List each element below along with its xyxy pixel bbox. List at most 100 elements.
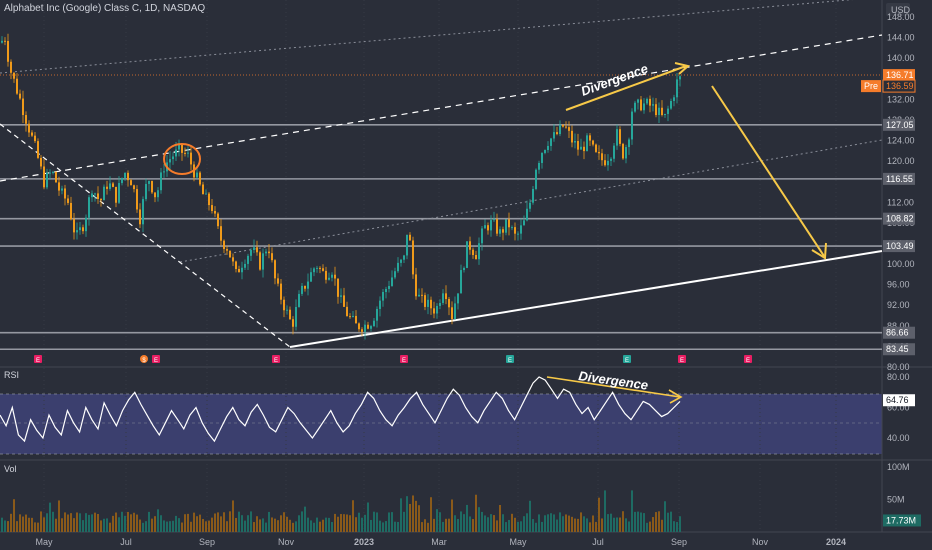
volume-bar bbox=[529, 500, 531, 532]
time-axis[interactable]: May Jul Sep Nov 2023 Mar May Jul Sep Nov 2024 bbox=[35, 537, 846, 547]
event-marker[interactable] bbox=[506, 355, 514, 363]
volume-bar bbox=[139, 519, 141, 532]
volume-bar bbox=[184, 514, 186, 532]
volume-bar bbox=[223, 512, 225, 532]
candle-body bbox=[475, 255, 477, 260]
event-markers[interactable]: E $ E E E E E E E bbox=[34, 355, 752, 364]
currency-box[interactable] bbox=[886, 3, 910, 16]
candle-body bbox=[532, 188, 534, 203]
candle-body bbox=[622, 143, 624, 159]
candle-body bbox=[484, 225, 486, 229]
candle-body bbox=[607, 160, 609, 166]
volume-bar bbox=[352, 500, 354, 532]
candle-body bbox=[355, 315, 357, 324]
candle-body bbox=[286, 309, 288, 311]
level-price-label: 116.55 bbox=[886, 174, 913, 184]
support-trend-line[interactable] bbox=[289, 250, 883, 348]
volume-bar bbox=[514, 517, 516, 532]
trend-lines bbox=[0, 0, 883, 348]
volume-bar bbox=[79, 513, 81, 532]
candle-body bbox=[109, 183, 111, 189]
volume-bar bbox=[364, 514, 366, 532]
forecast-arrow[interactable] bbox=[711, 85, 827, 260]
candle-body bbox=[25, 115, 27, 124]
candle-body bbox=[133, 185, 135, 190]
downtrend-dashed-line[interactable] bbox=[0, 123, 291, 348]
candle-body bbox=[556, 132, 558, 135]
volume-bar bbox=[292, 522, 294, 532]
currency-label[interactable]: USD bbox=[891, 5, 911, 15]
rsi-band bbox=[0, 394, 882, 454]
volume-bar bbox=[253, 522, 255, 532]
candle-body bbox=[298, 293, 300, 307]
candle-body bbox=[43, 166, 45, 188]
rsi-axis[interactable]: 40.00 60.00 80.00 64.76 bbox=[883, 372, 915, 443]
candle-body bbox=[112, 183, 114, 187]
vertical-grid bbox=[43, 0, 837, 532]
candle-body bbox=[487, 225, 489, 231]
volume-bar bbox=[526, 513, 528, 532]
candle-body bbox=[67, 198, 69, 203]
candle-body bbox=[127, 172, 129, 181]
volume-bar bbox=[580, 512, 582, 532]
volume-bar bbox=[298, 515, 300, 532]
volume-bar bbox=[487, 517, 489, 532]
event-marker[interactable] bbox=[400, 355, 408, 363]
volume-bar bbox=[103, 518, 105, 532]
volume-bar bbox=[7, 521, 9, 532]
candle-body bbox=[244, 263, 246, 268]
middle-dotted-channel[interactable] bbox=[179, 139, 883, 263]
level-price-label: 108.82 bbox=[886, 214, 914, 224]
candle-body bbox=[220, 226, 222, 241]
event-marker[interactable] bbox=[152, 355, 160, 363]
volume-bar bbox=[466, 504, 468, 532]
event-marker[interactable] bbox=[623, 355, 631, 363]
candle-body bbox=[94, 193, 96, 195]
event-marker[interactable] bbox=[272, 355, 280, 363]
price-axis[interactable]: 80.0084.0088.0092.0096.00100.00104.00108… bbox=[861, 12, 916, 372]
event-marker[interactable] bbox=[34, 355, 42, 363]
volume-bar bbox=[172, 520, 174, 532]
volume-bar bbox=[295, 521, 297, 532]
volume-bar bbox=[607, 514, 609, 532]
candle-body bbox=[199, 172, 201, 185]
candle-body bbox=[631, 111, 633, 140]
candle-body bbox=[628, 139, 630, 148]
price-tick-label: 92.00 bbox=[887, 300, 910, 310]
candle-body bbox=[619, 129, 621, 144]
level-price-box bbox=[883, 343, 915, 356]
candle-body bbox=[490, 220, 492, 231]
candle-body bbox=[565, 126, 567, 128]
volume-bar bbox=[169, 521, 171, 532]
volume-bar bbox=[232, 500, 234, 532]
event-marker[interactable] bbox=[140, 355, 148, 363]
volume-bar bbox=[163, 520, 165, 532]
volume-bar bbox=[433, 518, 435, 532]
candle-body bbox=[28, 123, 30, 133]
event-marker[interactable] bbox=[678, 355, 686, 363]
volume-bar bbox=[502, 514, 504, 532]
volume-axis[interactable]: 100M 50M 17.73M bbox=[883, 462, 921, 527]
candle-body bbox=[55, 171, 57, 183]
candle-body bbox=[334, 274, 336, 279]
volume-bar bbox=[112, 515, 114, 532]
time-tick-label: Sep bbox=[199, 537, 215, 547]
candle-body bbox=[64, 188, 66, 199]
volume-bar bbox=[457, 518, 459, 532]
volume-bar bbox=[544, 515, 546, 532]
candle-body bbox=[325, 270, 327, 280]
volume-bar bbox=[406, 496, 408, 532]
volume-bar bbox=[532, 519, 534, 532]
volume-bar bbox=[571, 516, 573, 532]
event-marker[interactable] bbox=[744, 355, 752, 363]
volume-bar bbox=[355, 517, 357, 532]
volume-bar bbox=[343, 514, 345, 532]
candle-body bbox=[202, 184, 204, 195]
volume-bar bbox=[52, 511, 54, 532]
event-marker-label: E bbox=[154, 358, 158, 364]
rsi-line bbox=[0, 376, 681, 443]
candle-body bbox=[76, 230, 78, 233]
volume-bar bbox=[436, 509, 438, 532]
circle-annotation[interactable] bbox=[163, 143, 201, 175]
